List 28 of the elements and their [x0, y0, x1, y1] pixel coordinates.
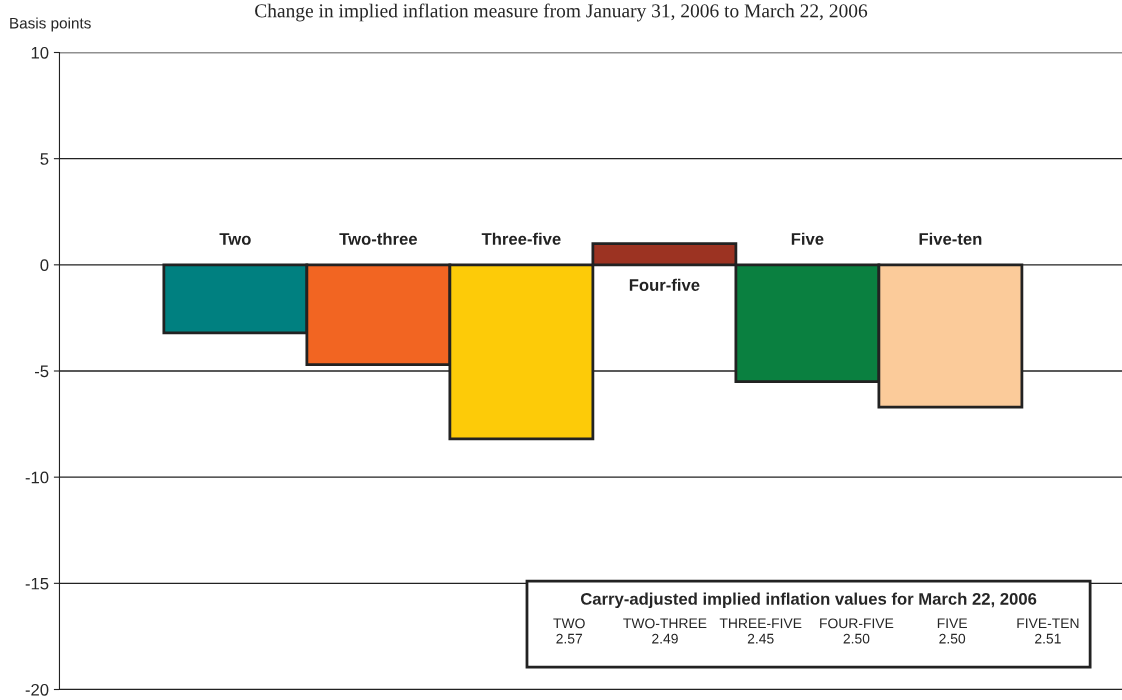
- annotation: 2.50: [939, 633, 966, 644]
- y-tick-label: -10: [25, 471, 49, 484]
- annotation: TWO: [553, 618, 585, 629]
- x-tick-label: Three-five: [481, 232, 561, 245]
- chart-title: Change in implied inflation measure from January 31, 2006 to March 22, 2006: [255, 3, 868, 22]
- y-tick-label: -5: [34, 365, 49, 378]
- x-tick-label: Five: [791, 232, 824, 245]
- y-tick-label: -15: [25, 577, 49, 590]
- annotation: 2.51: [1035, 633, 1061, 644]
- annotation: Carry-adjusted implied inflation values for March 22, 2006: [580, 592, 1037, 609]
- y-axis-title: Basis points: [10, 17, 91, 32]
- annotation: TWO-THREE: [623, 618, 707, 629]
- annotation: 2.50: [843, 633, 870, 644]
- y-tick-label: 5: [40, 153, 49, 165]
- x-tick-label: Two-three: [339, 232, 417, 245]
- x-tick-label: Four-five: [629, 278, 700, 291]
- y-tick-label: -20: [25, 683, 49, 696]
- annotation: FIVE-TEN: [1017, 618, 1079, 629]
- y-tick-label: 0: [40, 259, 49, 272]
- x-tick-label: Five-ten: [919, 232, 982, 245]
- x-tick-label: Two: [219, 233, 251, 245]
- annotation: THREE-FIVE: [719, 618, 802, 629]
- annotation: FOUR-FIVE: [820, 618, 894, 629]
- annotation: 2.57: [556, 633, 583, 644]
- annotation: 2.49: [652, 633, 678, 644]
- y-tick-label: 10: [31, 46, 49, 59]
- annotation: FIVE: [937, 618, 967, 629]
- annotation: 2.45: [747, 633, 774, 644]
